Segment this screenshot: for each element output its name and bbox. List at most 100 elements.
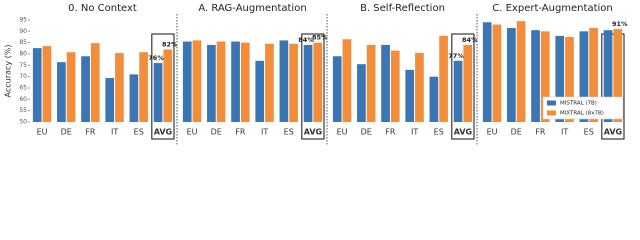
y-tick-label: 95 — [19, 17, 27, 24]
legend-label: MIXTRAL (8x7B) — [560, 111, 604, 117]
bar — [516, 21, 526, 123]
legend-swatch — [547, 100, 556, 106]
x-tick-label: ES — [134, 128, 144, 137]
panel-title: 0. No Context — [68, 3, 137, 14]
bar — [357, 64, 366, 122]
bar — [332, 56, 342, 123]
x-tick-label: IT — [411, 128, 418, 137]
x-tick-label: DE — [511, 128, 522, 137]
bar — [115, 53, 124, 122]
x-tick-label: EU — [187, 128, 198, 137]
legend-box — [542, 96, 624, 120]
bar — [105, 78, 115, 122]
bar — [192, 40, 202, 122]
chart: 0. No Context Accuracy (%) 50 55 60 65 70 75 80 8… — [4, 3, 628, 146]
bar — [579, 31, 589, 122]
y-tick-label: 75 — [19, 62, 27, 69]
bar — [90, 43, 100, 123]
avg-box — [151, 33, 175, 140]
y-tick-label: 90 — [19, 28, 27, 35]
bar — [589, 27, 598, 122]
y-tick-label: 50 — [19, 119, 27, 126]
avg-box — [301, 33, 325, 140]
x-tick-label: EU — [37, 128, 48, 137]
avg-box — [601, 33, 625, 140]
bar — [153, 63, 163, 122]
bar — [565, 37, 574, 122]
x-tick-label: ES — [434, 128, 444, 137]
x-tick-label: AVG — [454, 128, 472, 137]
bar — [303, 44, 313, 122]
value-label: 91% — [612, 20, 628, 28]
value-label: 82% — [162, 40, 178, 48]
bar — [32, 48, 42, 122]
y-tick-label: 70 — [19, 73, 27, 80]
bar — [613, 29, 623, 122]
bar — [463, 44, 473, 122]
bar — [531, 30, 540, 123]
x-tick-label: EU — [487, 128, 498, 137]
x-tick-label: DE — [61, 128, 72, 137]
bar — [390, 50, 400, 122]
y-tick-label: 80 — [19, 51, 27, 58]
bar — [207, 44, 216, 122]
value-label: 85% — [312, 34, 328, 42]
bar — [405, 69, 415, 122]
avg-box — [451, 33, 475, 140]
x-tick-label: DE — [211, 128, 222, 137]
bar — [81, 56, 90, 123]
y-tick-label: 55 — [19, 107, 27, 114]
panel-title: C. Expert-Augmentation — [492, 3, 612, 14]
x-tick-label: FR — [385, 128, 396, 137]
y-tick-label: 85 — [19, 39, 27, 46]
bar — [163, 49, 173, 122]
value-label: 76% — [148, 54, 164, 62]
panel-title: B. Self-Reflection — [360, 3, 445, 14]
bar — [366, 44, 376, 122]
bar — [255, 60, 265, 122]
x-tick-label: IT — [261, 128, 268, 137]
x-tick-label: IT — [561, 128, 568, 137]
value-label: 77% — [448, 52, 464, 60]
bar — [492, 24, 502, 122]
bar — [289, 43, 298, 122]
bar — [42, 46, 52, 122]
bar — [555, 35, 565, 122]
bar — [240, 42, 250, 122]
bar — [129, 74, 139, 122]
value-label: 84% — [462, 36, 478, 44]
x-tick-label: DE — [361, 128, 372, 137]
bar — [279, 40, 289, 122]
bar — [57, 62, 66, 122]
bar — [313, 42, 323, 122]
bar — [429, 76, 439, 122]
y-tick-label: 60 — [19, 96, 27, 103]
x-tick-label: FR — [535, 128, 546, 137]
x-tick-label: AVG — [604, 128, 622, 137]
panel-title: A. RAG-Augmentation — [198, 3, 306, 14]
bar — [482, 22, 492, 123]
x-tick-label: EU — [337, 128, 348, 137]
x-tick-label: FR — [235, 128, 246, 137]
legend-swatch — [547, 110, 556, 116]
bar — [66, 52, 76, 122]
y-tick-label: 65 — [19, 85, 27, 92]
bar — [342, 39, 352, 123]
bar — [265, 43, 274, 122]
y-axis-label: Accuracy (%) — [4, 45, 13, 98]
x-tick-label: AVG — [304, 128, 322, 137]
bar — [507, 27, 516, 122]
x-tick-label: FR — [85, 128, 96, 137]
value-label: 84% — [298, 36, 314, 44]
bar — [216, 41, 226, 122]
bar — [603, 30, 613, 123]
bar — [439, 35, 448, 122]
x-tick-label: IT — [111, 128, 118, 137]
legend-label: MISTRAL (7B) — [560, 101, 597, 107]
bar — [381, 44, 390, 122]
bar — [139, 52, 148, 122]
bar — [415, 52, 424, 122]
bar — [540, 31, 550, 122]
x-tick-label: ES — [584, 128, 594, 137]
x-tick-label: ES — [284, 128, 294, 137]
